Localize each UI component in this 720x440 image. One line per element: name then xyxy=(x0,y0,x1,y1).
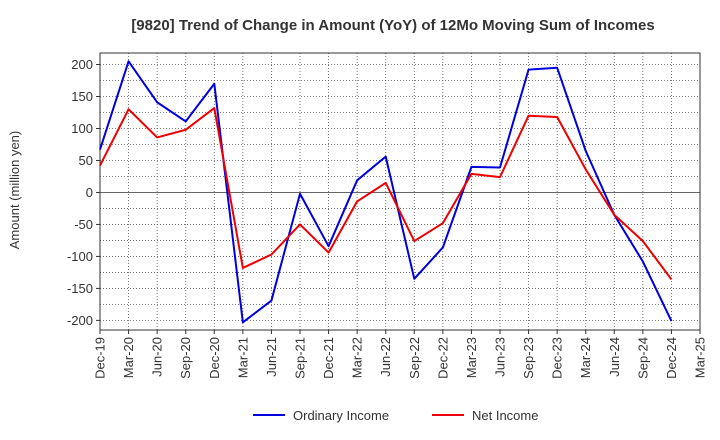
grid xyxy=(100,53,700,330)
y-axis-label: Amount (million yen) xyxy=(7,131,22,250)
y-axis: 200 150 100 50 0 -50 -100 -150 -200 xyxy=(67,57,100,328)
x-tick-label: Jun-22 xyxy=(378,337,393,377)
x-tick-label: Dec-22 xyxy=(435,337,450,379)
x-tick-label: Mar-24 xyxy=(578,337,593,378)
x-tick-label: Mar-21 xyxy=(235,337,250,378)
y-tick-label: -100 xyxy=(67,249,93,264)
plot-frame xyxy=(99,52,701,331)
y-tick-label: 200 xyxy=(71,57,93,72)
legend-ordinary-income: Ordinary Income xyxy=(253,408,389,423)
y-tick-label: 0 xyxy=(86,185,93,200)
y-tick-label: 150 xyxy=(71,89,93,104)
x-tick-label: Dec-20 xyxy=(207,337,222,379)
x-tick-label: Sep-23 xyxy=(521,337,536,379)
y-tick-label: -150 xyxy=(67,281,93,296)
x-tick-label: Mar-20 xyxy=(121,337,136,378)
y-tick-label: -200 xyxy=(67,313,93,328)
legend-net-income: Net Income xyxy=(432,408,538,423)
series-line-net-income xyxy=(99,107,673,281)
x-tick-label: Dec-21 xyxy=(321,337,336,379)
x-tick-label: Jun-21 xyxy=(264,337,279,377)
x-tick-label: Mar-23 xyxy=(464,337,479,378)
x-tick-label: Jun-24 xyxy=(607,337,622,377)
x-tick-label: Mar-22 xyxy=(350,337,365,378)
legend-label: Ordinary Income xyxy=(293,408,389,423)
legend-label: Net Income xyxy=(472,408,538,423)
x-tick-label: Mar-25 xyxy=(693,337,708,378)
x-tick-label: Sep-24 xyxy=(635,337,650,379)
x-tick-label: Sep-20 xyxy=(178,337,193,379)
x-axis: Dec-19 Mar-20 Jun-20 Sep-20 Dec-20 Mar-21 Jun-… xyxy=(93,330,708,379)
y-tick-label: -50 xyxy=(74,217,93,232)
chart-title: [9820] Trend of Change in Amount (YoY) o… xyxy=(131,17,654,34)
y-tick-label: 100 xyxy=(71,121,93,136)
x-tick-label: Dec-23 xyxy=(550,337,565,379)
x-tick-label: Jun-20 xyxy=(150,337,165,377)
x-tick-label: Dec-19 xyxy=(93,337,108,379)
series-lines xyxy=(99,60,673,324)
x-tick-label: Sep-22 xyxy=(407,337,422,379)
x-tick-label: Dec-24 xyxy=(664,337,679,379)
legend: Ordinary Income Net Income xyxy=(253,408,538,423)
x-tick-label: Sep-21 xyxy=(293,337,308,379)
y-tick-label: 50 xyxy=(79,153,93,168)
x-tick-label: Jun-23 xyxy=(493,337,508,377)
